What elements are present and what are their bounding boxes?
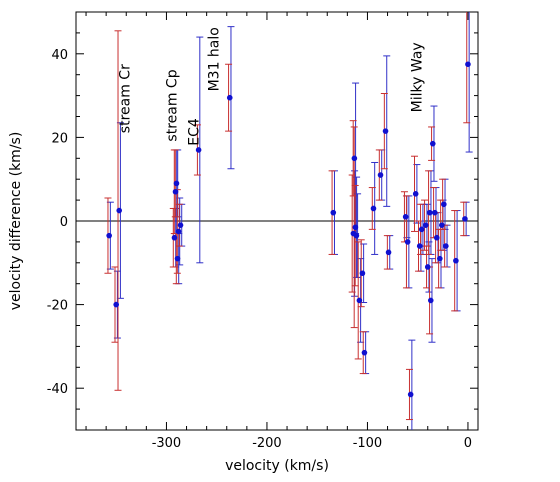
data-point [172,188,179,195]
annotation-label: EC4 [187,118,203,146]
x-tick-label: 0 [464,436,472,451]
data-point [177,222,184,228]
data-point [330,209,337,216]
data-point [426,209,433,216]
x-axis-label: velocity (km/s) [225,458,329,474]
data-point [356,297,363,304]
x-tick-label: -100 [353,436,383,451]
data-point [385,249,392,256]
data-point [407,391,414,398]
data-point [113,301,119,308]
annotations: stream Cr stream Cp EC4 M31 halo Milky Way [117,27,425,146]
y-tick-label: 20 [51,131,68,146]
data-point [353,232,360,239]
data-point [361,349,368,356]
data-point [433,234,440,241]
data-point [382,128,389,134]
x-tick-label: -200 [252,436,282,451]
y-ticks: -40 -20 0 20 40 [47,11,478,431]
data-point [416,243,423,249]
data-point [427,297,434,304]
annotation-label: M31 halo [207,27,223,91]
data-point [422,222,429,228]
y-tick-label: -40 [47,382,68,397]
data-point [443,243,449,249]
data-point [429,140,436,147]
data-point [352,224,359,231]
data-point [439,222,445,228]
data-point [424,264,431,270]
x-tick-label: -300 [152,436,182,451]
data-point [116,207,123,214]
data-point [195,147,202,153]
data-point [465,61,471,68]
data-point [404,239,411,245]
data-point [453,257,459,264]
y-tick-label: -20 [47,299,68,314]
y-tick-label: 0 [60,215,68,230]
data-point [173,180,180,187]
data-point [462,216,468,222]
annotation-label: stream Cp [165,69,181,141]
data-point [175,228,182,235]
data-point [412,191,419,197]
data-point [377,172,384,178]
data-point [171,234,178,241]
data-point [174,255,181,262]
data-point [226,94,233,101]
data-point [359,270,366,277]
data-point [418,226,425,233]
data-points [106,61,471,398]
x-ticks: -300 -200 -100 0 [85,12,472,451]
data-point [106,232,112,239]
data-point [402,214,409,220]
data-point [437,255,443,262]
y-tick-label: 40 [51,48,68,63]
y-axis-label: velocity difference (km/s) [8,132,24,311]
annotation-label: stream Cr [117,64,133,133]
data-point [441,201,447,208]
annotation-label: Milky Way [410,42,426,112]
data-point [431,209,438,216]
data-point [370,205,377,212]
data-point [351,155,358,162]
